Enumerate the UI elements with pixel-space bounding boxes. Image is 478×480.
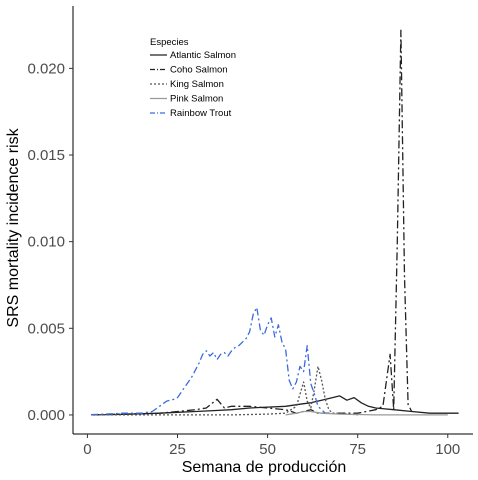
y-tick-label: 0.000 xyxy=(27,407,65,424)
x-tick-label: 0 xyxy=(83,441,91,458)
series-line-king-salmon xyxy=(91,365,358,416)
y-tick-label: 0.005 xyxy=(27,320,65,337)
x-axis-title: Semana de producción xyxy=(182,459,347,476)
legend-label: Rainbow Trout xyxy=(170,108,232,119)
series-line-coho-salmon xyxy=(90,29,413,416)
y-tick-label: 0.020 xyxy=(27,60,65,77)
legend-label: Atlantic Salmon xyxy=(170,50,236,61)
series-line-pink-salmon xyxy=(285,410,448,416)
x-tick-label: 25 xyxy=(169,441,186,458)
legend-label: Coho Salmon xyxy=(170,65,228,76)
y-tick-label: 0.010 xyxy=(27,234,65,251)
legend-label: Pink Salmon xyxy=(170,94,223,105)
plot-area xyxy=(90,29,459,416)
x-tick-label: 100 xyxy=(435,441,460,458)
y-tick-label: 0.015 xyxy=(27,147,65,164)
series-line-rainbow-trout xyxy=(90,306,326,416)
tick-labels: 0 25 50 75 100 0.000 0.005 0.010 0.015 0.020 xyxy=(27,60,460,458)
x-tick-label: 75 xyxy=(349,441,366,458)
legend-label: King Salmon xyxy=(170,79,224,90)
x-tick-label: 50 xyxy=(259,441,276,458)
y-axis-title: SRS mortality incidence risk xyxy=(5,127,22,327)
legend: Especies Atlantic Salmon Coho Salmon King … xyxy=(150,37,236,119)
legend-title: Especies xyxy=(150,37,189,48)
axes xyxy=(72,6,473,435)
